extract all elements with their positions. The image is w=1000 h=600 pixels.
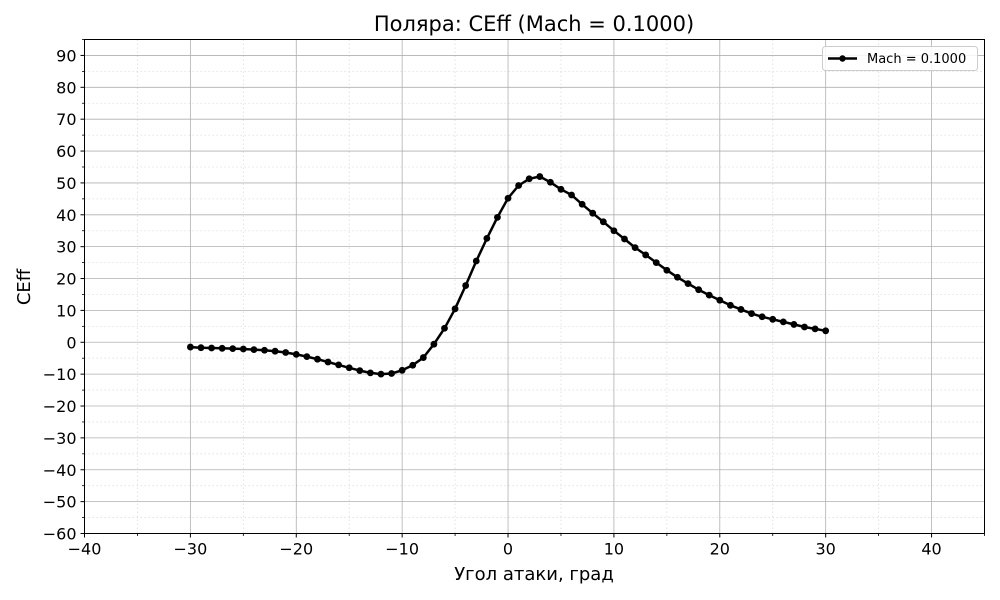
x-tick-label: −20 — [279, 540, 313, 559]
y-axis-label: CEff — [14, 268, 35, 305]
data-point — [314, 355, 321, 363]
y-tick-label: −50 — [43, 493, 77, 512]
y-tick-label: 40 — [56, 206, 76, 225]
legend-box — [822, 46, 978, 71]
x-tick-label: 20 — [710, 540, 730, 559]
data-point — [430, 340, 438, 348]
data-point — [419, 354, 427, 361]
data-point — [589, 209, 597, 217]
data-point — [599, 218, 607, 226]
y-tick-label: 90 — [56, 46, 76, 65]
data-point — [239, 345, 247, 353]
data-point — [229, 345, 237, 353]
data-point — [483, 234, 491, 242]
y-tick-label: 60 — [56, 142, 76, 161]
x-tick-label: 40 — [921, 540, 941, 559]
data-point — [409, 361, 417, 369]
x-tick-label: −40 — [68, 540, 102, 559]
y-tick-label: −60 — [43, 525, 77, 544]
data-point — [748, 310, 755, 317]
data-point — [610, 227, 618, 235]
y-tick-label: 20 — [56, 270, 76, 289]
legend-label: Mach = 0.1000 — [867, 52, 966, 67]
data-point — [504, 194, 512, 202]
data-point — [578, 200, 586, 208]
data-point — [568, 191, 575, 199]
data-point — [621, 235, 628, 243]
data-point — [726, 301, 734, 309]
data-point — [282, 349, 290, 356]
y-tick-label: 50 — [56, 174, 76, 193]
data-point — [271, 347, 279, 355]
data-point — [705, 291, 713, 299]
data-point — [684, 280, 692, 288]
y-tick-label: −20 — [43, 397, 77, 416]
data-point — [557, 185, 565, 193]
data-point — [441, 324, 448, 332]
data-point — [186, 343, 194, 351]
data-point — [451, 305, 459, 313]
data-point — [462, 282, 470, 289]
data-point — [261, 346, 268, 354]
data-point — [811, 325, 819, 333]
y-tick-label: 70 — [56, 110, 76, 129]
chart-title: Поляра: CEff (Mach = 0.1000) — [374, 12, 694, 36]
data-point — [197, 344, 205, 352]
data-point — [335, 361, 343, 369]
data-point — [345, 364, 353, 372]
data-point — [695, 286, 703, 294]
x-tick-label: 10 — [604, 540, 624, 559]
data-point — [377, 370, 385, 378]
x-axis-label: Угол атаки, град — [454, 564, 614, 585]
data-point — [515, 182, 523, 189]
data-point — [779, 318, 787, 326]
data-point — [494, 213, 501, 221]
data-point — [388, 370, 395, 377]
grid-layer — [84, 39, 985, 534]
data-point — [801, 323, 808, 331]
data-point — [769, 315, 777, 323]
data-point — [536, 173, 544, 180]
data-point — [758, 313, 766, 321]
data-point — [250, 346, 258, 354]
data-point — [398, 366, 406, 374]
data-point — [737, 306, 745, 313]
y-tick-label: −30 — [43, 429, 77, 448]
plot-frame — [84, 39, 985, 534]
x-tick-label: 30 — [815, 540, 835, 559]
series-layer — [186, 173, 830, 378]
data-point — [218, 344, 226, 352]
data-point — [716, 296, 724, 304]
y-tick-label: −40 — [43, 461, 77, 480]
data-point — [525, 175, 533, 183]
y-tick-label: 30 — [56, 238, 76, 257]
data-point — [366, 369, 374, 377]
data-point — [208, 344, 215, 352]
legend: Mach = 0.1000 — [822, 46, 978, 71]
tick-layer: −40 −30 −20 −10 0 10 20 30 40 −60 −50 −40 −30 −20 −10 0… — [43, 39, 985, 559]
data-point — [631, 244, 639, 252]
y-tick-label: 80 — [56, 78, 76, 97]
y-tick-label: 10 — [56, 301, 76, 320]
data-point — [292, 350, 300, 358]
data-point — [790, 321, 798, 328]
data-point — [303, 353, 311, 361]
data-point — [822, 327, 830, 335]
data-point — [652, 259, 660, 266]
y-tick-label: 0 — [66, 333, 76, 352]
data-point — [324, 358, 332, 366]
x-tick-label: 0 — [503, 540, 513, 559]
legend-marker — [839, 55, 846, 62]
y-tick-label: −10 — [43, 365, 77, 384]
data-point — [472, 257, 480, 265]
data-point — [356, 367, 364, 375]
data-point — [663, 266, 671, 274]
data-point — [642, 251, 650, 259]
data-point — [546, 178, 554, 186]
x-tick-label: −10 — [385, 540, 419, 559]
x-tick-label: −30 — [173, 540, 207, 559]
data-point — [674, 273, 681, 281]
